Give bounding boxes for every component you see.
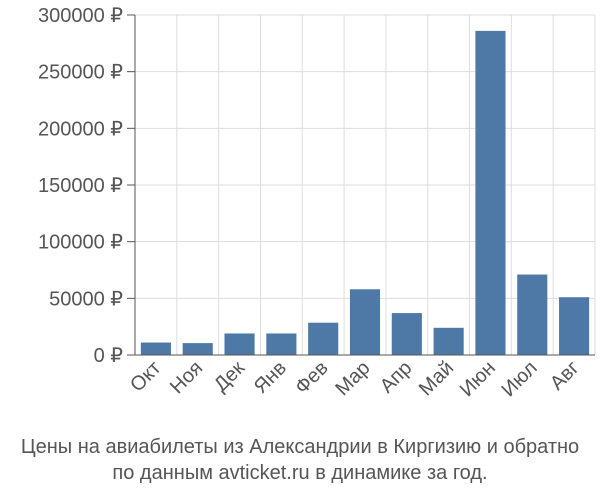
y-tick-labels: 0 ₽ 50000 ₽ 100000 ₽ 150000 ₽ 200000 ₽ 250000… [38,5,123,367]
y-tick-label: 250000 ₽ [38,62,123,84]
bar-9 [475,30,506,355]
bar-chart: 0 ₽ 50000 ₽ 100000 ₽ 150000 ₽ 200000 ₽ 250000… [38,5,596,401]
x-tick-label: Дек [210,357,249,396]
x-tick-label: Мар [331,357,374,400]
y-tick-label: 100000 ₽ [38,232,123,254]
x-tick-label: Май [415,357,458,400]
bar-4 [266,333,297,355]
x-tick-label: Июн [456,357,500,401]
y-tick-label: 50000 ₽ [49,288,123,310]
bar-3 [224,333,255,355]
y-tick-label: 300000 ₽ [38,5,123,27]
x-tick-label: Авг [546,357,584,395]
x-tick-label: Янв [250,357,291,398]
x-tick-label: Ноя [166,357,207,398]
chart-area: 0 ₽ 50000 ₽ 100000 ₽ 150000 ₽ 200000 ₽ 250000… [38,5,596,401]
y-tick-label: 0 ₽ [94,345,124,367]
bar-11 [559,297,590,355]
bar-8 [433,327,464,355]
chart-caption-line-2: по данным avticket.ru в динамике за год. [112,462,488,484]
x-tick-label: Апр [376,357,417,398]
bar-5 [308,322,339,355]
bar-10 [517,274,548,355]
bar-2 [182,343,213,355]
bar-6 [349,289,381,355]
y-tick-label: 150000 ₽ [38,175,123,197]
x-tick-label: Фев [291,357,333,399]
bars-layer [140,30,590,355]
x-tick-label: Июл [498,357,542,401]
bar-1 [140,342,171,355]
x-tick-label: Окт [126,357,165,396]
bar-7 [391,313,422,355]
axis-layer [127,14,595,356]
grid-layer [134,14,596,356]
chart-caption-line-1: Цены на авиабилеты из Александрии в Кирг… [20,436,580,458]
y-tick-label: 200000 ₽ [38,118,123,140]
